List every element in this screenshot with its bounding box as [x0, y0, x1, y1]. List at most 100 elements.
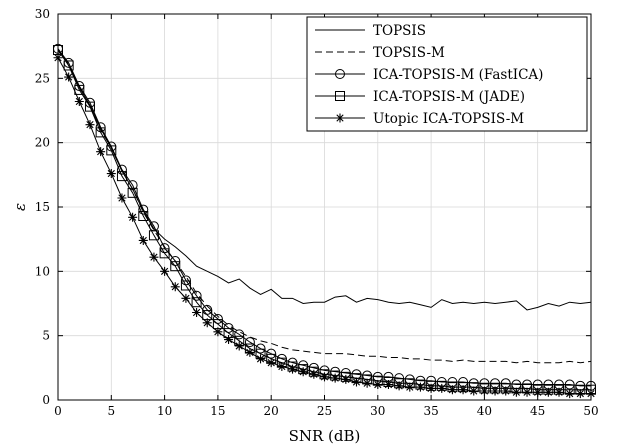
x-tick-label: 25 — [317, 404, 332, 418]
legend: TOPSIS TOPSIS-M ICA-TOPSIS-M (FastICA) ICA-… — [306, 16, 588, 132]
data-point-asterisk-marker — [565, 389, 575, 399]
series-0 — [57, 48, 592, 311]
data-point-asterisk-marker — [490, 386, 500, 396]
data-point-square-marker — [116, 171, 127, 182]
data-point-square-marker — [74, 84, 85, 95]
data-point-asterisk-marker — [85, 120, 95, 130]
x-tick-label: 35 — [423, 404, 438, 418]
data-point-asterisk-marker — [256, 354, 266, 364]
data-point-asterisk-marker — [309, 369, 319, 379]
series-line — [57, 48, 592, 364]
data-point-asterisk-marker — [298, 367, 308, 377]
series-line — [57, 48, 591, 387]
x-tick-label: 15 — [210, 404, 225, 418]
data-point-asterisk-marker — [192, 308, 202, 318]
data-point-asterisk-marker — [373, 380, 383, 390]
data-point-asterisk-marker — [117, 193, 127, 203]
data-point-circle-marker — [244, 337, 255, 348]
legend-label: TOPSIS-M — [373, 45, 445, 61]
data-point-asterisk-marker — [149, 252, 159, 262]
data-point-asterisk-marker — [501, 386, 511, 396]
data-point-asterisk-marker — [202, 318, 212, 328]
data-point-asterisk-marker — [330, 373, 340, 383]
data-point-asterisk-marker — [511, 387, 521, 397]
data-point-square-marker — [148, 230, 159, 241]
data-point-asterisk-marker — [128, 212, 138, 222]
data-point-asterisk-marker — [277, 362, 287, 372]
data-point-asterisk-marker — [106, 169, 116, 179]
data-point-square-marker — [159, 248, 170, 259]
data-point-square-marker — [106, 145, 117, 156]
data-point-square-marker — [180, 280, 191, 291]
x-tick-label: 0 — [54, 404, 62, 418]
data-point-asterisk-marker — [96, 147, 106, 157]
legend-label: TOPSIS — [373, 23, 426, 39]
data-point-asterisk-marker — [138, 235, 148, 245]
data-point-square-marker — [127, 187, 138, 198]
x-tick-label: 50 — [583, 404, 598, 418]
x-tick-label: 5 — [107, 404, 115, 418]
data-point-asterisk-marker — [181, 293, 191, 303]
series-4 — [53, 53, 596, 399]
data-point-asterisk-marker — [362, 378, 372, 388]
axis-ticks: 0 5 10 15 20 25 30 35 40 45 50 0 5 10 15 20 25 30 — [35, 7, 599, 418]
legend-label: ICA-TOPSIS-M (JADE) — [373, 89, 525, 105]
data-point-asterisk-marker — [437, 383, 447, 393]
data-point-circle-marker — [116, 164, 127, 175]
x-tick-label: 10 — [157, 404, 172, 418]
x-tick-label: 30 — [370, 404, 385, 418]
data-point-square-marker — [95, 127, 106, 138]
data-point-asterisk-marker — [160, 266, 170, 276]
series-layer — [53, 43, 596, 399]
data-point-asterisk-marker — [458, 385, 468, 395]
x-axis-label: SNR (dB) — [289, 427, 361, 445]
data-point-asterisk-marker — [234, 341, 244, 351]
data-point-circle-marker — [266, 348, 277, 359]
x-tick-label: 40 — [477, 404, 492, 418]
data-point-asterisk-marker — [288, 364, 298, 374]
data-point-asterisk-marker — [575, 389, 585, 399]
data-point-circle-marker — [255, 343, 266, 354]
data-point-asterisk-marker — [447, 385, 457, 395]
data-point-asterisk-marker — [213, 327, 223, 337]
series-1 — [57, 48, 592, 364]
data-point-asterisk-marker — [335, 113, 345, 123]
data-point-asterisk-marker — [64, 72, 74, 82]
y-tick-label: 30 — [35, 7, 50, 21]
y-tick-label: 15 — [35, 200, 50, 214]
data-point-square-marker — [335, 91, 345, 101]
y-axis-label: ε — [11, 203, 29, 211]
legend-label: ICA-TOPSIS-M (FastICA) — [373, 67, 543, 83]
data-point-asterisk-marker — [405, 382, 415, 392]
data-point-square-marker — [191, 297, 202, 308]
data-point-asterisk-marker — [351, 377, 361, 387]
data-point-asterisk-marker — [383, 380, 393, 390]
data-point-asterisk-marker — [170, 282, 180, 292]
y-tick-label: 5 — [42, 329, 50, 343]
data-point-square-marker — [63, 60, 74, 71]
data-point-asterisk-marker — [554, 387, 564, 397]
data-point-asterisk-marker — [320, 372, 329, 382]
data-point-circle-marker — [234, 329, 245, 340]
data-point-square-marker — [84, 101, 95, 112]
data-point-asterisk-marker — [394, 381, 404, 391]
legend-label: Utopic ICA-TOPSIS-M — [373, 111, 524, 127]
data-point-asterisk-marker — [522, 387, 532, 397]
y-tick-label: 25 — [35, 71, 50, 85]
data-point-asterisk-marker — [533, 387, 543, 397]
y-tick-label: 20 — [35, 136, 50, 150]
data-point-circle-marker — [564, 379, 575, 390]
y-tick-label: 0 — [42, 393, 50, 407]
data-point-circle-marker — [335, 69, 345, 79]
data-point-asterisk-marker — [415, 382, 425, 392]
x-tick-label: 45 — [530, 404, 545, 418]
data-point-asterisk-marker — [341, 374, 351, 384]
data-point-asterisk-marker — [469, 386, 479, 396]
data-point-asterisk-marker — [479, 386, 489, 396]
data-point-asterisk-marker — [74, 96, 84, 106]
data-point-circle-marker — [138, 204, 149, 215]
data-point-asterisk-marker — [543, 387, 553, 397]
x-tick-label: 20 — [264, 404, 279, 418]
series-line — [57, 48, 592, 311]
